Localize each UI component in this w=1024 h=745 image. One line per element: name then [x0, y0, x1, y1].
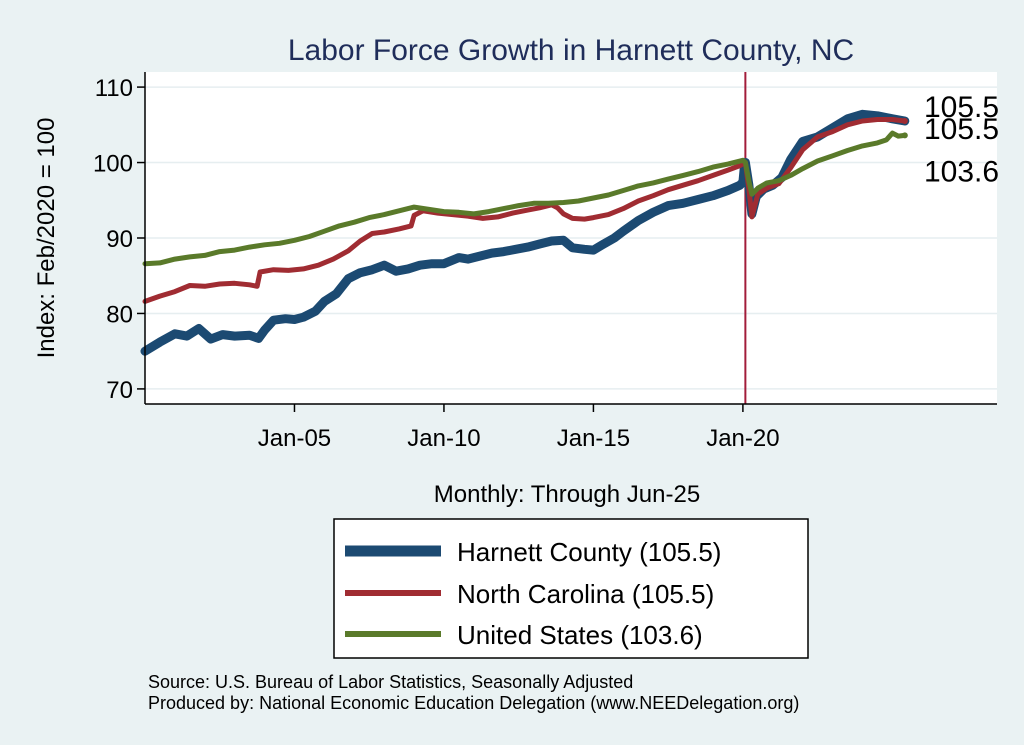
series-end-label-1: 105.5: [924, 113, 999, 146]
x-axis-title: Monthly: Through Jun-25: [434, 481, 700, 508]
x-tick-label: Jan-05: [258, 425, 331, 452]
legend-label-north-carolina: North Carolina (105.5): [457, 579, 714, 609]
x-tick-label: Jan-10: [407, 425, 480, 452]
series-end-label-0: 105.5: [924, 91, 999, 124]
x-tick-label: Jan-20: [706, 425, 779, 452]
footer-produced-by: Produced by: National Economic Education…: [148, 693, 799, 713]
y-tick-label: 100: [93, 151, 133, 178]
legend: Harnett County (105.5) North Carolina (1…: [333, 518, 809, 659]
series-end-marker-2: [901, 132, 908, 139]
y-tick-label: 90: [106, 226, 133, 253]
y-axis-title: Index: Feb/2020 = 100: [33, 118, 60, 359]
footer-source: Source: U.S. Bureau of Labor Statistics,…: [148, 672, 633, 692]
y-tick-label: 110: [95, 75, 133, 102]
legend-label-harnett: Harnett County (105.5): [457, 537, 721, 567]
y-tick-label: 70: [106, 377, 133, 404]
axes-layer: 70 80 90 100 110 Jan-05 Jan-10 Jan-15 Jan-20: [93, 72, 997, 452]
y-tick-label: 80: [106, 301, 133, 328]
series-line-1: [142, 117, 908, 304]
series-end-marker-1: [901, 118, 908, 125]
series-line-2: [142, 130, 908, 267]
series-layer: [140, 109, 910, 356]
legend-label-united-states: United States (103.6): [457, 620, 703, 650]
x-tick-label: Jan-15: [557, 425, 630, 452]
series-end-label-2: 103.6: [924, 155, 999, 188]
chart-title: Labor Force Growth in Harnett County, NC: [288, 34, 854, 67]
grid-layer: [145, 72, 997, 404]
